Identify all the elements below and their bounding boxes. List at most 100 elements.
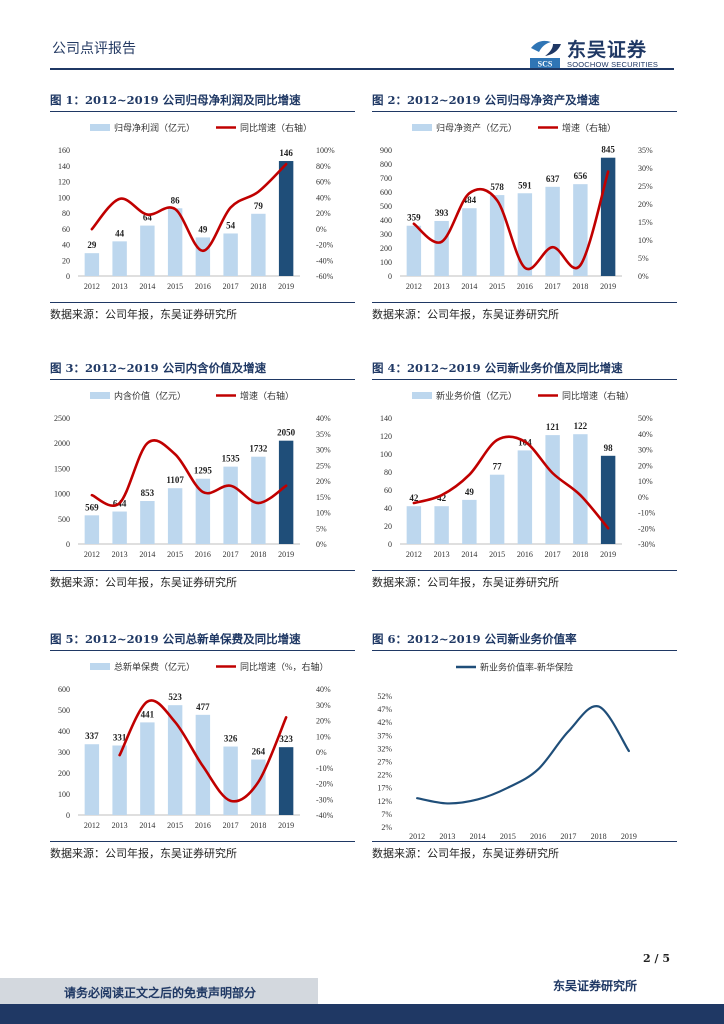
bar: [140, 501, 155, 544]
legend-bar-label: 新业务价值（亿元）: [436, 390, 517, 401]
x-axis-tick: 2016: [517, 550, 533, 559]
legend-bar-label: 总新单保费（亿元）: [114, 661, 195, 672]
data-label: 393: [435, 208, 449, 218]
x-axis-tick: 2016: [517, 282, 533, 291]
left-axis-tick: 100: [58, 790, 70, 799]
legend-line-label: 增速（右轴）: [562, 122, 616, 133]
data-label: 523: [168, 692, 182, 702]
data-label: 359: [407, 213, 421, 223]
left-axis-tick: 100: [380, 450, 392, 459]
data-label: 98: [604, 443, 614, 453]
figure-title: 图 5：2012~2019 公司总新单保费及同比增速: [50, 632, 301, 646]
legend-line-label: 同比增速（右轴）: [562, 390, 634, 401]
left-axis-tick: 20: [384, 522, 392, 531]
left-axis-tick: 600: [380, 188, 392, 197]
right-axis-tick: 30%: [316, 701, 331, 710]
right-axis-tick: 40%: [316, 685, 331, 694]
left-axis-tick: 900: [380, 146, 392, 155]
figure-top-rule: [50, 379, 355, 380]
data-label: 1295: [194, 466, 213, 476]
left-axis-tick: 700: [380, 174, 392, 183]
left-axis-tick: 800: [380, 160, 392, 169]
left-axis-tick: 160: [58, 146, 70, 155]
left-axis-tick: 2500: [54, 414, 70, 423]
right-axis-tick: 10%: [316, 509, 331, 518]
x-axis-tick: 2016: [530, 832, 546, 841]
x-axis-tick: 2012: [84, 282, 100, 291]
right-axis-tick: 5%: [316, 524, 327, 533]
data-label: 591: [518, 180, 532, 190]
figure-source: 数据来源：公司年报，东吴证券研究所: [50, 308, 237, 321]
figure-bottom-rule: [50, 302, 355, 303]
x-axis-tick: 2019: [600, 550, 616, 559]
x-axis-tick: 2012: [409, 832, 425, 841]
chart: 新业务价值（亿元） 同比增速（右轴） 0 20 40 60 80 100 120 140 -30% -…: [380, 390, 656, 559]
right-axis-tick: 15%: [316, 493, 331, 502]
bar: [489, 195, 505, 276]
right-axis-tick: -30%: [316, 795, 334, 804]
legend-line-label: 同比增速（右轴）: [240, 122, 312, 133]
left-axis-tick: 400: [380, 216, 392, 225]
right-axis-tick: -30%: [638, 540, 656, 549]
left-axis-tick: 60: [384, 486, 392, 495]
data-label: 1535: [222, 454, 241, 464]
data-label: 326: [224, 734, 238, 744]
x-axis-tick: 2018: [591, 832, 607, 841]
left-axis-tick: 40: [384, 504, 392, 513]
data-label: 64: [143, 213, 153, 223]
right-axis-tick: 40%: [316, 414, 331, 423]
chart: 归母净资产（亿元） 增速（右轴） 0 100 200 300 400 500 600 700 800…: [380, 122, 653, 291]
y-axis-tick: 27%: [377, 758, 392, 767]
report-type: 公司点评报告: [52, 41, 136, 57]
x-axis-tick: 2016: [195, 282, 211, 291]
x-axis-tick: 2018: [250, 550, 266, 559]
bar: [517, 450, 533, 544]
figure-top-rule: [372, 111, 677, 112]
data-label: 49: [465, 487, 475, 497]
left-axis-tick: 60: [62, 225, 70, 234]
left-axis-tick: 200: [380, 244, 392, 253]
bar: [434, 220, 449, 276]
figure-bottom-rule: [50, 570, 355, 571]
legend-bar-swatch: [90, 392, 110, 399]
series-line: [118, 699, 288, 803]
right-axis-tick: 10%: [638, 477, 653, 486]
left-axis-tick: 300: [380, 230, 392, 239]
data-label: 54: [226, 220, 236, 230]
left-axis-tick: 300: [58, 748, 70, 757]
data-label: 656: [574, 171, 588, 181]
figure-bottom-rule: [50, 841, 355, 842]
x-axis-tick: 2018: [572, 282, 588, 291]
data-label: 1107: [166, 475, 184, 485]
figure-source: 数据来源：公司年报，东吴证券研究所: [372, 847, 559, 860]
x-axis-tick: 2014: [461, 550, 477, 559]
bar: [223, 233, 238, 276]
right-axis-tick: -20%: [316, 241, 334, 250]
right-axis-tick: 10%: [316, 732, 331, 741]
left-axis-tick: 140: [58, 162, 70, 171]
bar: [600, 455, 616, 544]
bar: [140, 225, 155, 276]
figure-title: 图 3：2012~2019 公司内含价值及增速: [50, 361, 267, 375]
x-axis-tick: 2015: [500, 832, 516, 841]
legend-bar-swatch: [412, 124, 432, 131]
figure-top-rule: [50, 111, 355, 112]
legend-bar-swatch: [90, 663, 110, 670]
y-axis-tick: 47%: [377, 705, 392, 714]
data-label: 146: [279, 148, 293, 158]
bar: [251, 213, 266, 276]
right-axis-tick: 50%: [638, 414, 653, 423]
logo-name-cn: 东吴证券: [567, 39, 648, 61]
x-axis-tick: 2013: [439, 832, 455, 841]
logo-mark-icon: SCS: [530, 40, 561, 69]
bar: [545, 435, 560, 544]
bar: [278, 747, 294, 815]
data-label: 42: [437, 493, 447, 503]
bar: [278, 440, 294, 544]
left-axis-tick: 1000: [54, 490, 70, 499]
bar: [251, 456, 266, 544]
y-axis-tick: 52%: [377, 692, 392, 701]
y-axis-tick: 2%: [381, 823, 392, 832]
bar: [406, 506, 422, 544]
right-axis-tick: 10%: [638, 236, 653, 245]
